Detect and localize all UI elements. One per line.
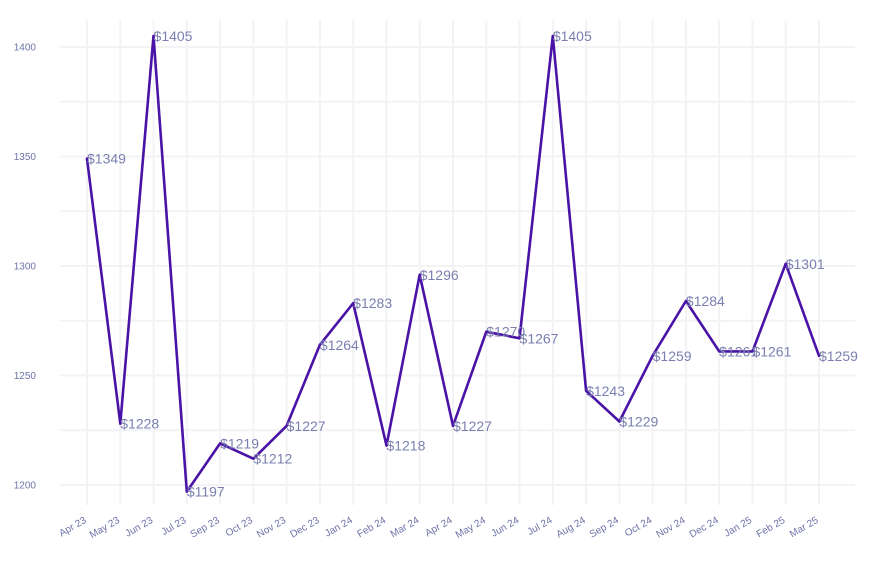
x-tick-label: Jun 23 xyxy=(124,515,156,540)
data-label: $1405 xyxy=(154,28,193,44)
data-label: $1284 xyxy=(686,293,725,309)
y-tick-label: 1300 xyxy=(14,262,37,273)
x-tick-label: Sep 23 xyxy=(189,515,222,541)
data-point xyxy=(85,157,89,160)
data-point xyxy=(252,457,255,460)
series-layer xyxy=(85,34,821,493)
data-label: $1267 xyxy=(520,330,559,346)
x-tick-label: May 24 xyxy=(454,515,488,541)
data-label: $1296 xyxy=(420,267,459,283)
y-axis-ticks: 1200 1250 1300 1350 1400 xyxy=(14,43,37,492)
data-point xyxy=(385,444,388,447)
x-tick-label: Oct 23 xyxy=(224,515,255,539)
data-label: $1218 xyxy=(386,438,425,454)
data-point xyxy=(218,442,222,445)
data-point xyxy=(518,337,521,340)
x-tick-label: Oct 24 xyxy=(623,515,654,539)
data-point xyxy=(451,424,455,428)
data-point xyxy=(784,262,787,266)
x-tick-label: Dec 24 xyxy=(688,515,721,541)
x-tick-label: Jul 23 xyxy=(160,515,189,538)
data-label: $1212 xyxy=(253,451,292,467)
x-tick-label: Nov 24 xyxy=(654,515,687,541)
y-tick-label: 1350 xyxy=(14,152,37,163)
data-point xyxy=(285,424,288,428)
data-point xyxy=(119,422,122,425)
data-point xyxy=(618,420,621,423)
data-point xyxy=(751,350,754,353)
x-tick-label: Feb 25 xyxy=(755,515,788,540)
data-labels: $1349 $1228 $1405 $1197 $1219$1212 $1227 $1264… xyxy=(87,28,858,500)
data-point xyxy=(152,34,155,38)
x-tick-label: Jan 24 xyxy=(323,515,355,540)
x-tick-label: Nov 23 xyxy=(255,515,288,541)
x-tick-label: Feb 24 xyxy=(355,515,388,540)
data-label: $1259 xyxy=(653,348,692,364)
data-point xyxy=(351,302,355,305)
data-point xyxy=(717,350,721,353)
x-tick-label: Jun 24 xyxy=(490,515,522,540)
x-tick-label: May 23 xyxy=(88,515,122,541)
data-point xyxy=(485,330,488,333)
data-label: $1349 xyxy=(87,151,126,167)
x-tick-label: Apr 23 xyxy=(57,515,88,539)
x-tick-label: Apr 24 xyxy=(423,515,454,539)
data-point xyxy=(651,354,654,357)
y-tick-label: 1250 xyxy=(14,371,37,382)
x-tick-label: Mar 24 xyxy=(389,515,422,540)
data-label: $1228 xyxy=(120,416,159,432)
x-tick-label: Aug 24 xyxy=(555,515,588,541)
x-axis-ticks: Apr 23 May 23 Jun 23 Jul 23 Sep 23 Oct 23 Nov … xyxy=(57,515,820,541)
data-label: $1261 xyxy=(719,343,758,359)
data-label: $1229 xyxy=(619,413,658,429)
data-point xyxy=(318,343,322,347)
data-label: $1259 xyxy=(819,348,858,364)
data-label: $1405 xyxy=(553,28,592,44)
data-label: $1261 xyxy=(752,343,791,359)
data-label: $1219 xyxy=(220,435,259,451)
data-label: $1243 xyxy=(586,383,625,399)
y-tick-label: 1200 xyxy=(14,481,37,492)
data-label: $1301 xyxy=(786,256,825,272)
data-label: $1264 xyxy=(320,337,359,353)
data-point xyxy=(817,354,821,357)
x-tick-label: Mar 25 xyxy=(788,515,821,540)
x-tick-label: Jan 25 xyxy=(722,515,754,540)
x-tick-label: Sep 24 xyxy=(588,515,621,541)
grid xyxy=(60,20,855,505)
x-tick-label: Dec 23 xyxy=(288,515,321,541)
data-label: $1270 xyxy=(486,324,525,340)
data-point xyxy=(418,273,421,276)
data-label: $1227 xyxy=(453,418,492,434)
data-point xyxy=(684,299,688,303)
data-point xyxy=(551,34,555,38)
data-point xyxy=(584,389,588,393)
data-label: $1227 xyxy=(287,418,326,434)
x-tick-label: Jul 24 xyxy=(526,515,555,538)
data-label: $1197 xyxy=(187,484,225,500)
y-tick-label: 1400 xyxy=(14,43,37,54)
data-point xyxy=(185,490,189,493)
data-label: $1283 xyxy=(353,295,392,311)
